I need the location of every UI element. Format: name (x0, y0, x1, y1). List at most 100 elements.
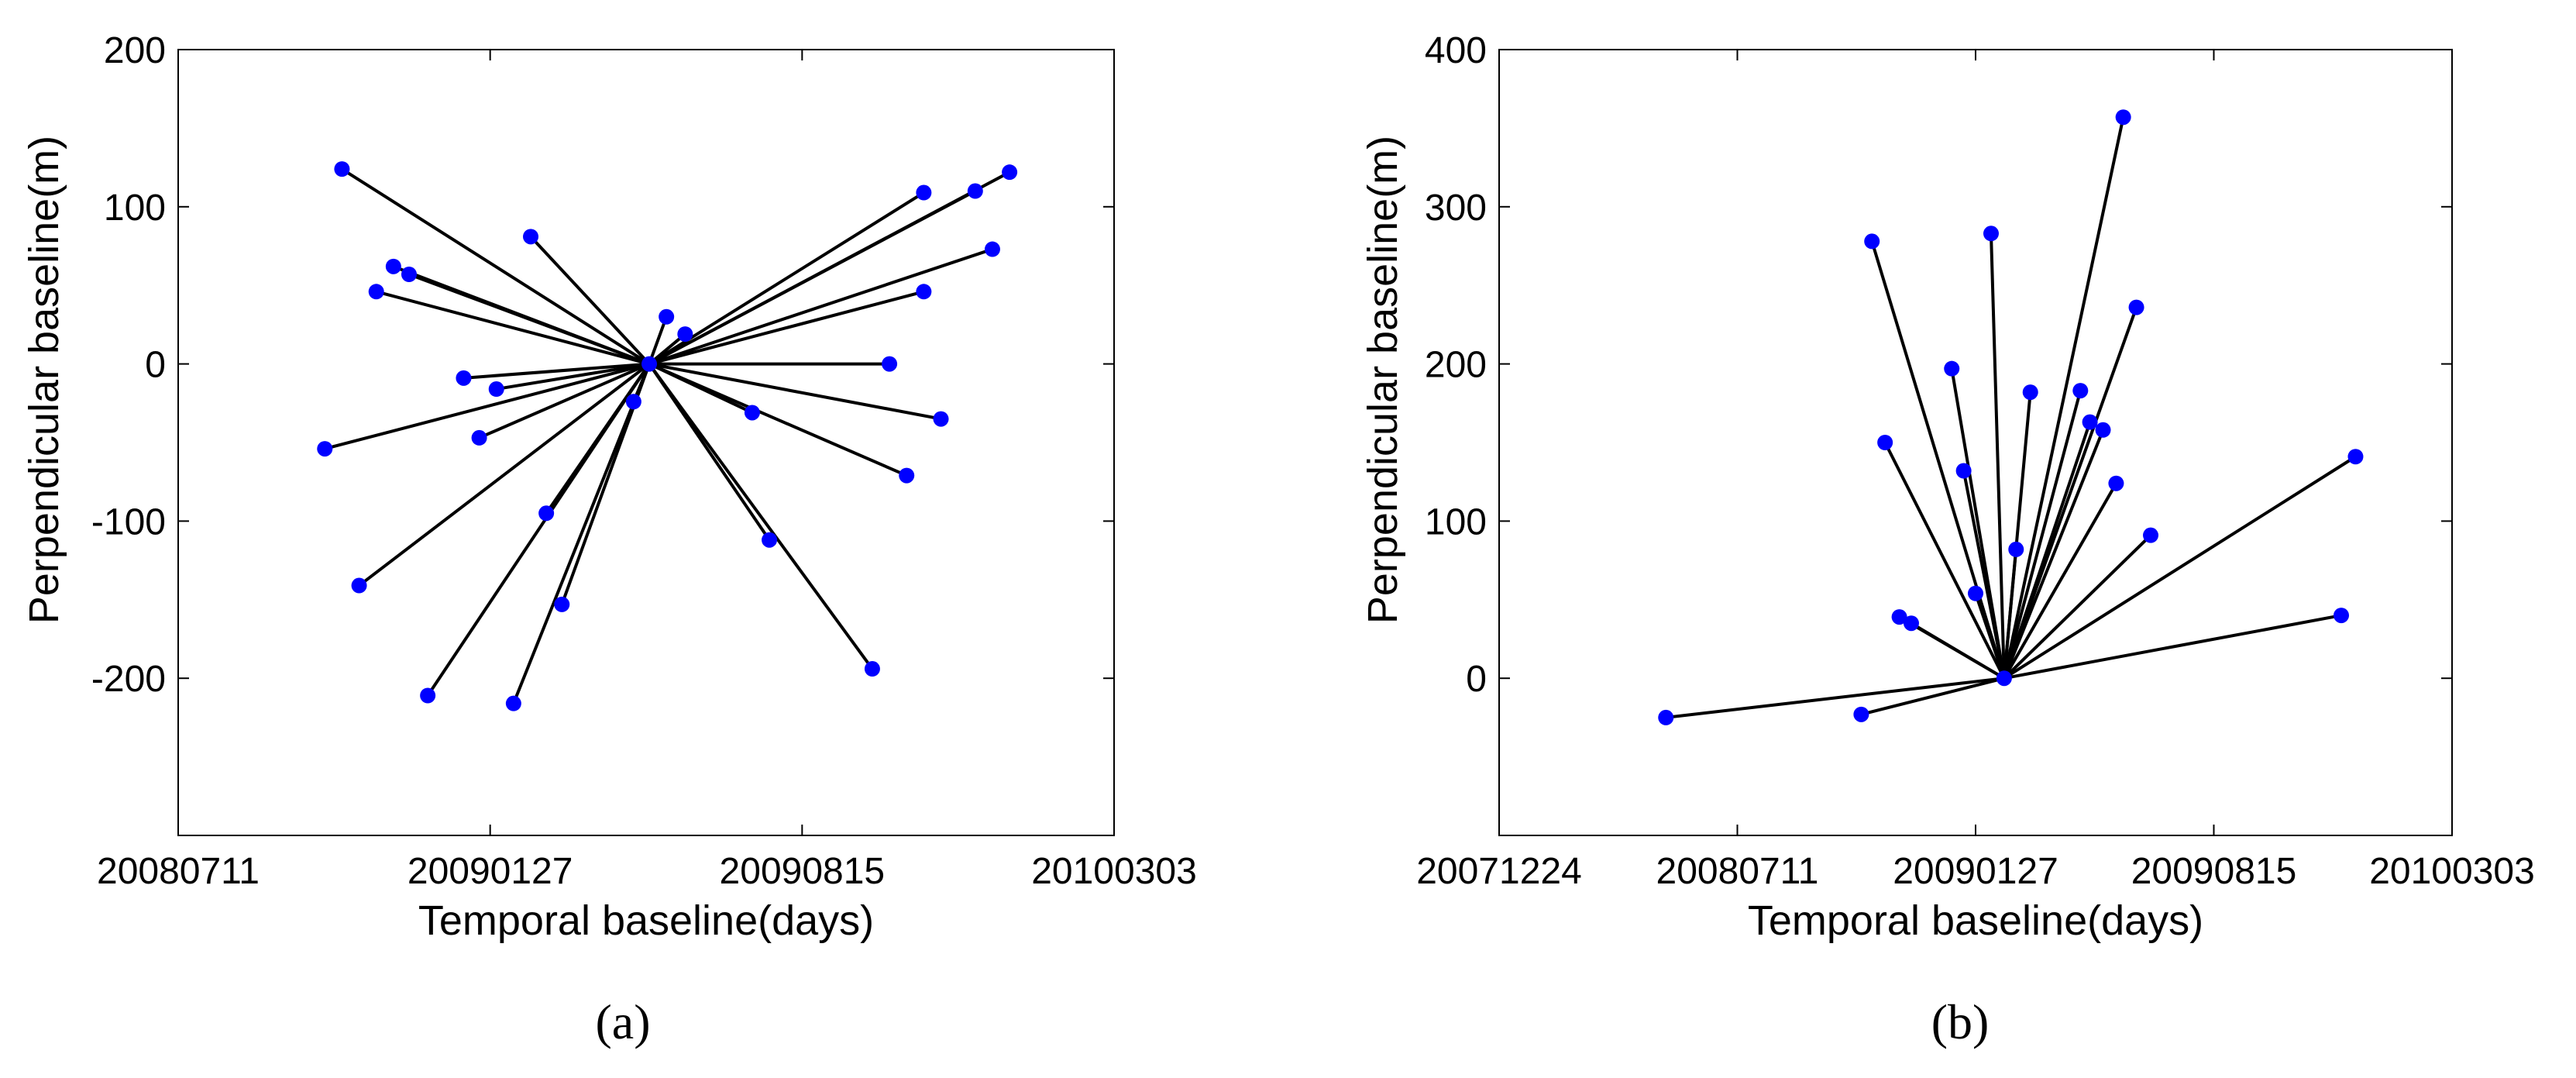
panel-a-data-point (899, 467, 915, 484)
panel-a-data-point (554, 596, 570, 612)
panel-a-x-tick-label: 20090815 (720, 851, 886, 892)
panel-a-baseline-edge (648, 191, 925, 366)
panel-b-y-tick-label: 0 (1466, 659, 1487, 700)
panel-a-data-point (368, 284, 384, 300)
panel-a-baseline-edge (545, 363, 651, 515)
panel-b-points (1658, 109, 2364, 725)
panel-b-baseline-edge (2003, 306, 2138, 679)
panel-b-label: (b) (1931, 994, 1990, 1049)
panel-b-baseline-edge (2003, 482, 2118, 680)
panel-b-baseline-edge (2003, 534, 2152, 680)
panel-b-data-point (1864, 233, 1880, 250)
panel-a-plot-frame (177, 49, 1115, 836)
panel-a-baseline-edge (648, 247, 993, 366)
panel-a-data-point (984, 241, 1000, 257)
panel-a-data-point (401, 267, 417, 283)
panel-b-y-tick-label: 300 (1425, 188, 1487, 229)
panel-a-x-tick-label: 20090127 (408, 851, 573, 892)
panel-a-y-tick-label: -200 (91, 659, 166, 700)
panel-b-baseline-edge (2003, 614, 2342, 680)
panel-a-data-point (744, 405, 760, 421)
panel-a-baseline-edge (341, 167, 651, 366)
panel-a-data-point (1002, 164, 1018, 181)
panel-a-baseline-edge (529, 235, 651, 365)
panel-b-baseline-edge (1962, 470, 2006, 679)
panel-b-x-tick-label: 20090815 (2131, 851, 2297, 892)
panel-a-baseline-edge (648, 170, 1011, 366)
panel-b-baseline-edge (2003, 455, 2357, 680)
panel-a-y-tick-label: 200 (104, 30, 166, 71)
panel-a-data-point (538, 505, 555, 522)
panel-b-data-point (1968, 585, 1983, 601)
panel-a-x-tick-labels: 20080711 20090127 20090815 20100303 (97, 851, 1197, 892)
panel-a-data-point (677, 326, 693, 343)
panel-b-data-point (1983, 226, 1999, 242)
panel-a-master-point (641, 356, 658, 372)
panel-a-x-tick-label: 20080711 (97, 851, 260, 892)
panel-a-baseline-edge (358, 363, 651, 587)
panel-b-data-point (1853, 706, 1869, 722)
panel-a-baseline-edge (512, 363, 651, 704)
panel-b-x-tick-label: 20080711 (1656, 851, 1819, 892)
panel-b-data-point (2347, 449, 2364, 465)
panel-b-plot-frame (1498, 49, 2453, 836)
panel-a-baseline-edge (648, 316, 669, 365)
panel-a-label: (a) (595, 994, 650, 1049)
panel-a-data-point (488, 381, 504, 398)
panel-a-data-point (523, 229, 539, 245)
panel-a-baseline-edge (376, 290, 650, 366)
panel-a-data-point (334, 161, 350, 177)
panel-a-data-point (625, 394, 641, 410)
panel-b-data-point (2008, 541, 2024, 557)
panel-a-data-point (471, 429, 487, 446)
panel-b-y-tick-label: 400 (1425, 30, 1487, 71)
panel-b-x-tick-labels: 20071224 20080711 20090127 20090815 20100303 (1416, 851, 2535, 892)
panel-b-data-point (2095, 422, 2111, 438)
panel-a-baseline-edge (648, 362, 941, 421)
panel-a-data-point (882, 356, 898, 372)
panel-b-x-tick-label: 20071224 (1416, 851, 1582, 892)
panel-b-data-point (2143, 527, 2159, 543)
panel-b-data-point (2022, 384, 2038, 401)
panel-b-baseline-edge (2002, 390, 2082, 679)
panel-b-data-point (1658, 709, 1674, 725)
panel-a-baseline-edge (324, 362, 650, 451)
panel-a-baseline-edge (648, 362, 908, 477)
panel-a-y-axis-label: Perpendicular baseline(m) (21, 136, 67, 624)
panel-a: 200 100 0 -100 -200 20080711 20090127 20090815… (21, 30, 1197, 1049)
panel-b-baseline-edge (1870, 240, 2006, 679)
panel-b-baseline-edge (1883, 442, 2006, 680)
panel-b-baseline-edge (2002, 116, 2125, 679)
panel-a-data-point (762, 532, 778, 548)
panel-a-points (317, 161, 1018, 711)
panel-b-data-point (2082, 414, 2098, 430)
panel-a-data-point (864, 661, 880, 677)
panel-b-edges (1666, 116, 2357, 719)
panel-a-y-tick-label: 100 (104, 188, 166, 229)
panel-b-data-point (1891, 609, 1907, 625)
panel-b-baseline-edge (1974, 593, 2006, 679)
panel-b-y-tick-label: 200 (1425, 345, 1487, 386)
panel-a-edges (324, 167, 1011, 704)
panel-a-x-tick-label: 20100303 (1031, 851, 1197, 892)
panel-a-y-tick-label: -100 (91, 501, 166, 542)
panel-b-x-axis-label: Temporal baseline(days) (1748, 897, 2203, 944)
panel-a-data-point (967, 183, 983, 199)
panel-a-data-point (659, 308, 675, 325)
panel-b-y-axis-label: Perpendicular baseline(m) (1360, 136, 1406, 624)
panel-a-ticks (177, 49, 1115, 835)
panel-b-data-point (2072, 383, 2089, 399)
panel-b-baseline-edge (1989, 233, 2006, 679)
panel-b-x-tick-label: 20090127 (1893, 851, 2058, 892)
panel-b-data-point (2334, 608, 2350, 624)
panel-b-y-tick-labels: 400 300 200 100 0 (1425, 30, 1487, 700)
panel-a-baseline-edge (463, 362, 650, 380)
panel-a-data-point (351, 577, 367, 594)
panel-a-data-point (916, 284, 932, 300)
panel-b-data-point (2115, 109, 2131, 126)
panel-b-data-point (1944, 360, 1960, 377)
panel-a-x-axis-label: Temporal baseline(days) (418, 897, 874, 944)
panel-b-baseline-edge (1910, 622, 2005, 680)
